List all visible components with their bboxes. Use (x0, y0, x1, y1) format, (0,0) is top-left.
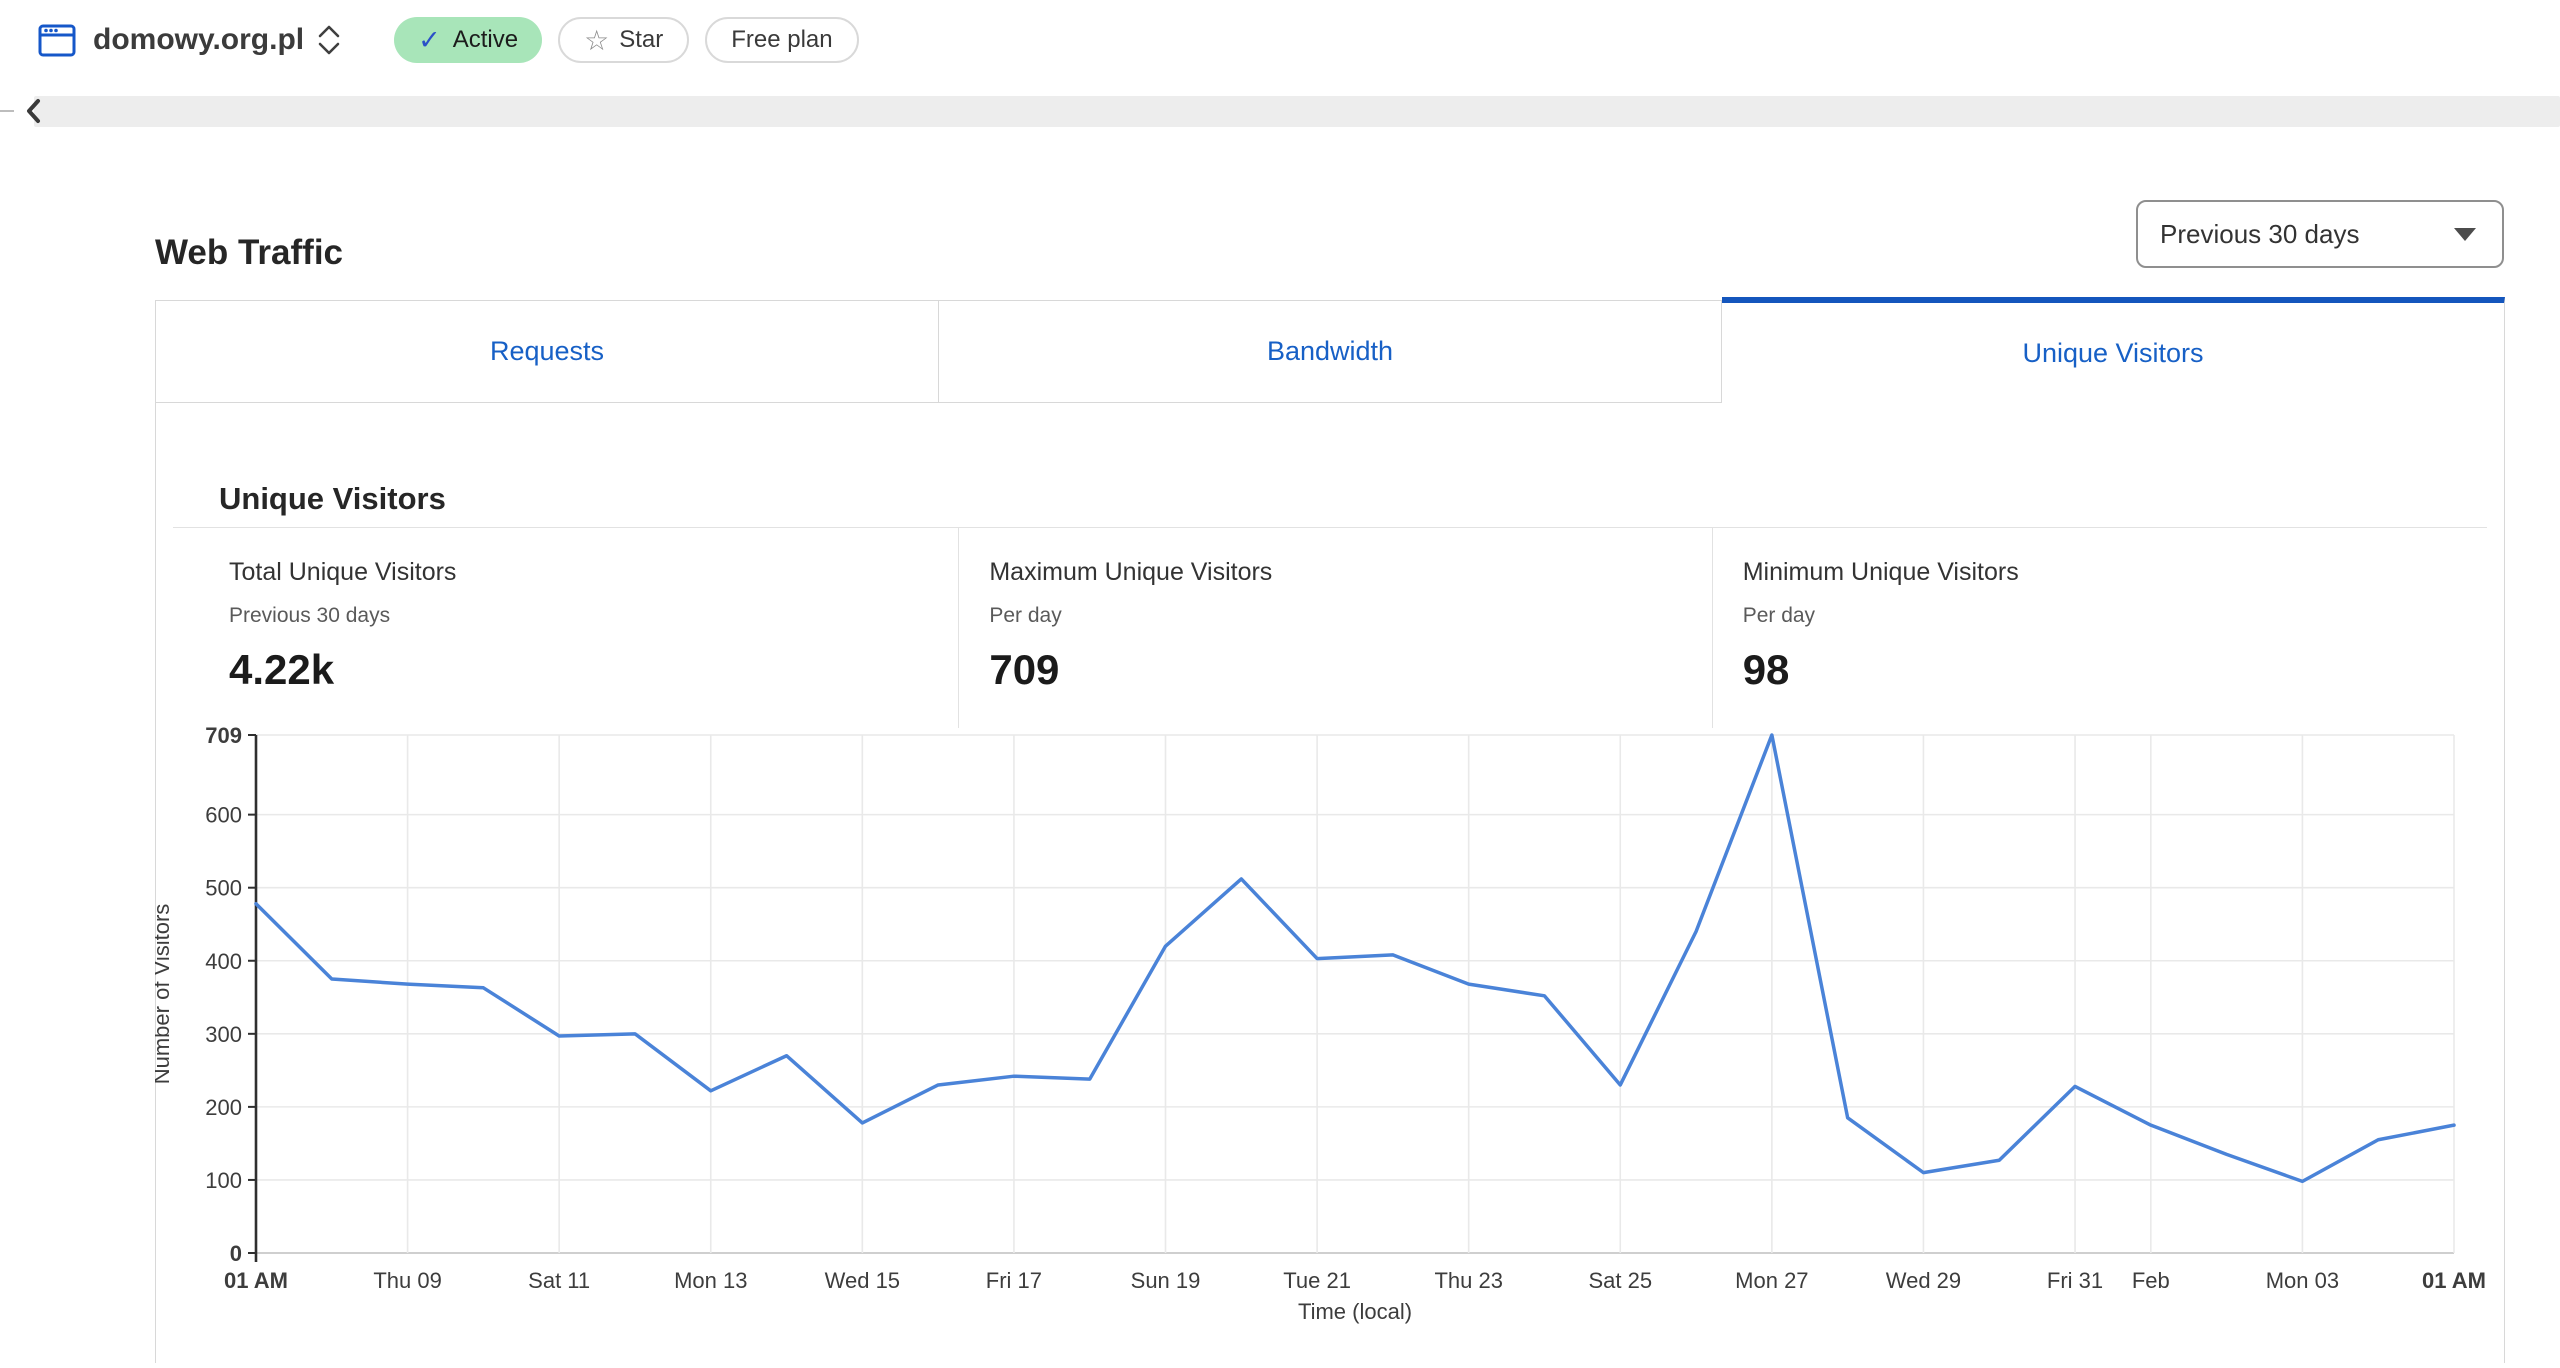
time-range-dropdown[interactable]: Previous 30 days (2136, 200, 2504, 268)
star-button[interactable]: ☆ Star (558, 17, 690, 63)
stat-total-unique-visitors: Total Unique Visitors Previous 30 days 4… (156, 528, 958, 728)
svg-text:Fri 31: Fri 31 (2047, 1268, 2103, 1293)
stat-label: Minimum Unique Visitors (1742, 558, 2019, 586)
stat-sublabel: Per day (1742, 604, 1816, 627)
domain-name: domowy.org.pl (93, 23, 305, 56)
stat-minimum-unique-visitors: Minimum Unique Visitors Per day 98 (1711, 528, 2504, 728)
svg-text:Mon 27: Mon 27 (1735, 1268, 1808, 1293)
stat-sublabel: Per day (989, 604, 1062, 627)
section-heading: Unique Visitors (219, 480, 446, 516)
tab-bandwidth[interactable]: Bandwidth (939, 300, 1722, 403)
time-range-value: Previous 30 days (2160, 218, 2360, 249)
svg-text:Feb: Feb (2132, 1268, 2170, 1293)
svg-text:01 AM: 01 AM (224, 1268, 288, 1293)
stat-sublabel: Previous 30 days (229, 604, 391, 627)
svg-text:Number of Visitors: Number of Visitors (155, 904, 174, 1085)
domain-switcher-icon[interactable] (316, 22, 342, 58)
svg-text:709: 709 (205, 723, 242, 748)
section-divider (173, 527, 2487, 528)
plan-badge-label: Free plan (731, 26, 833, 53)
traffic-tabs: Requests Bandwidth Unique Visitors (155, 297, 2505, 403)
svg-text:600: 600 (205, 803, 242, 828)
status-badge-label: Active (452, 26, 519, 53)
star-icon: ☆ (584, 24, 610, 56)
svg-text:500: 500 (205, 876, 242, 901)
svg-text:Time (local): Time (local) (1298, 1299, 1412, 1324)
stat-maximum-unique-visitors: Maximum Unique Visitors Per day 709 (958, 528, 1711, 728)
stat-value: 98 (1742, 646, 1790, 693)
svg-text:Fri 17: Fri 17 (986, 1268, 1042, 1293)
svg-text:Sat 25: Sat 25 (1588, 1268, 1652, 1293)
sidebar-edge-divider (0, 110, 14, 112)
svg-text:300: 300 (205, 1022, 242, 1047)
svg-text:Tue 21: Tue 21 (1283, 1268, 1351, 1293)
stat-value: 4.22k (229, 646, 335, 693)
unique-visitors-line-chart[interactable]: 0 100 200 300 400 500 600 709 01 AM Thu 09 Sat 11 M… (149, 720, 2505, 1363)
svg-text:Mon 03: Mon 03 (2266, 1268, 2339, 1293)
svg-text:0: 0 (230, 1241, 242, 1266)
svg-text:200: 200 (205, 1095, 242, 1120)
back-chevron-icon[interactable] (20, 95, 50, 127)
plan-badge: Free plan (705, 17, 859, 63)
subnav-bar (34, 96, 2560, 127)
tab-requests[interactable]: Requests (155, 300, 939, 403)
stat-value: 709 (989, 646, 1060, 693)
svg-text:Sat 11: Sat 11 (528, 1268, 590, 1293)
svg-text:01 AM: 01 AM (2422, 1268, 2486, 1293)
website-icon (38, 24, 76, 57)
stat-label: Total Unique Visitors (229, 558, 457, 586)
svg-text:Mon 13: Mon 13 (674, 1268, 747, 1293)
svg-text:Wed 15: Wed 15 (825, 1268, 900, 1293)
status-badge: ✓ Active (394, 17, 543, 63)
svg-text:400: 400 (205, 949, 242, 974)
svg-text:Thu 23: Thu 23 (1434, 1268, 1503, 1293)
check-icon: ✓ (418, 24, 441, 55)
tab-unique-visitors[interactable]: Unique Visitors (1722, 297, 2505, 403)
star-button-label: Star (619, 26, 664, 53)
svg-text:Wed 29: Wed 29 (1886, 1268, 1961, 1293)
svg-text:Thu 09: Thu 09 (373, 1268, 442, 1293)
chevron-down-icon (2454, 227, 2476, 241)
stats-row: Total Unique Visitors Previous 30 days 4… (156, 528, 2504, 728)
app-header: domowy.org.pl ✓ Active ☆ Star Free plan (0, 0, 2560, 80)
page-title: Web Traffic (155, 233, 344, 273)
svg-text:Sun 19: Sun 19 (1131, 1268, 1201, 1293)
stat-label: Maximum Unique Visitors (989, 558, 1273, 586)
svg-text:100: 100 (205, 1168, 242, 1193)
unique-visitors-panel: Unique Visitors Total Unique Visitors Pr… (155, 403, 2505, 1363)
